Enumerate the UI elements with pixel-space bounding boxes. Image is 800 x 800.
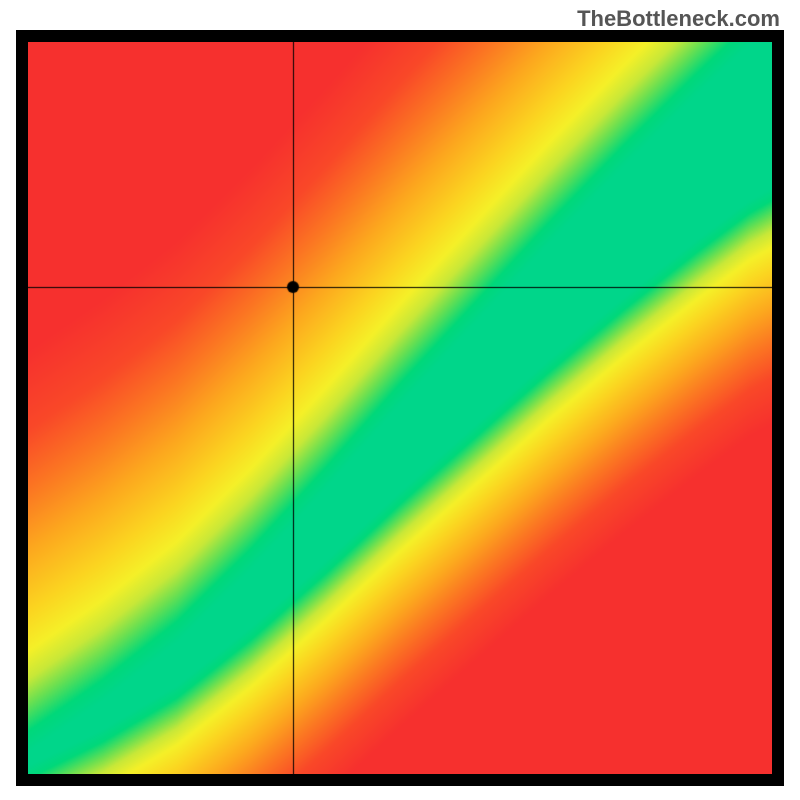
chart-container: TheBottleneck.com [0, 0, 800, 800]
heatmap-wrap [28, 42, 772, 774]
watermark-text: TheBottleneck.com [577, 6, 780, 32]
chart-frame [16, 30, 784, 786]
heatmap-canvas [28, 42, 772, 774]
